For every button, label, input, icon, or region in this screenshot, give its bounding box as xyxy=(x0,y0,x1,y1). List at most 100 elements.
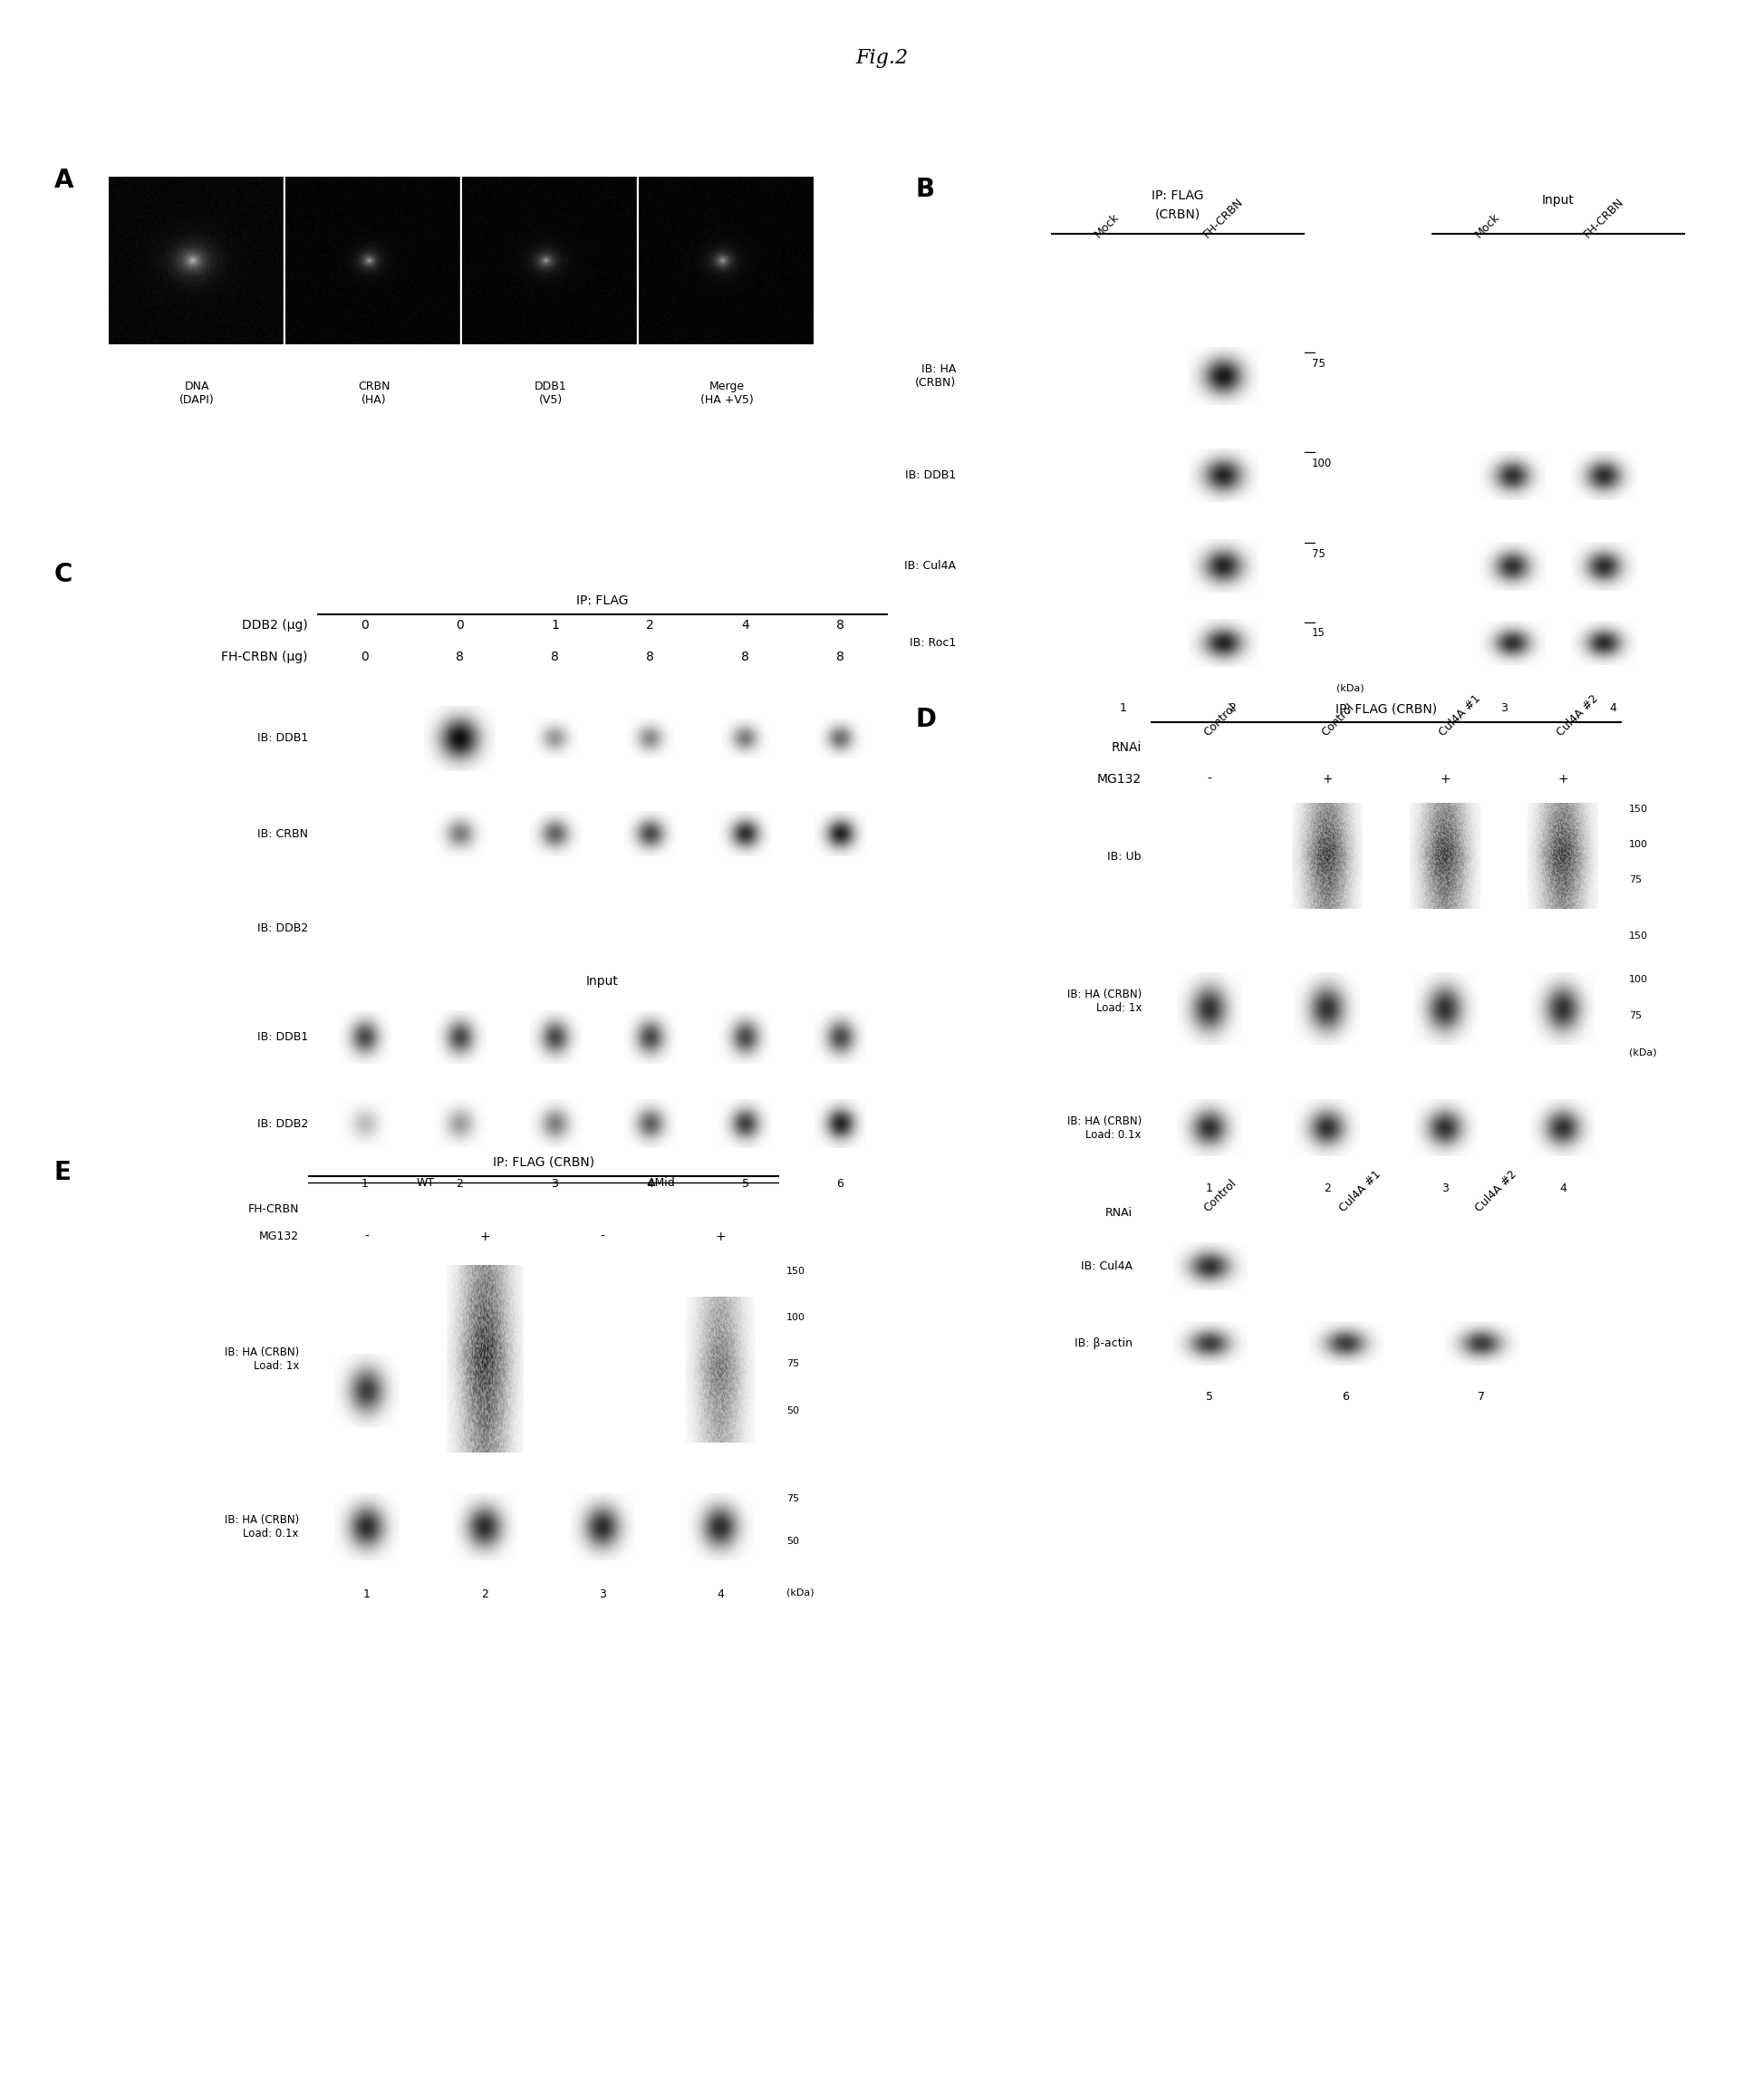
Text: (kDa): (kDa) xyxy=(1337,684,1364,692)
Text: 8: 8 xyxy=(646,651,654,663)
Text: Cul4A #2: Cul4A #2 xyxy=(1554,692,1600,738)
Text: 3: 3 xyxy=(552,1178,559,1191)
Text: IB: HA (CRBN)
Load: 0.1x: IB: HA (CRBN) Load: 0.1x xyxy=(224,1514,298,1541)
Text: IB: HA (CRBN)
Load: 1x: IB: HA (CRBN) Load: 1x xyxy=(224,1347,298,1372)
Text: D: D xyxy=(916,707,937,732)
Text: IB: β-actin: IB: β-actin xyxy=(1074,1336,1132,1349)
Text: 150: 150 xyxy=(787,1268,806,1276)
Text: Input: Input xyxy=(586,976,619,988)
Text: IB: CRBN: IB: CRBN xyxy=(258,828,309,840)
Text: MG132: MG132 xyxy=(1097,774,1141,786)
Text: IB: HA (CRBN)
Load: 0.1x: IB: HA (CRBN) Load: 0.1x xyxy=(1067,1115,1141,1140)
Text: IP: FLAG: IP: FLAG xyxy=(577,594,628,607)
Text: IB: Cul4A: IB: Cul4A xyxy=(1081,1261,1132,1272)
Text: 0: 0 xyxy=(360,651,369,663)
Text: RNAi: RNAi xyxy=(1106,1207,1132,1220)
Text: 1: 1 xyxy=(550,619,559,632)
Text: IP: FLAG: IP: FLAG xyxy=(1152,190,1203,202)
Text: 8: 8 xyxy=(836,651,845,663)
Text: +: + xyxy=(714,1230,725,1243)
Text: IB: HA (CRBN)
Load: 1x: IB: HA (CRBN) Load: 1x xyxy=(1067,988,1141,1013)
Text: IB: DDB1: IB: DDB1 xyxy=(258,1032,309,1042)
Text: 100: 100 xyxy=(1628,840,1648,849)
Text: Fig.2: Fig.2 xyxy=(856,48,908,69)
Text: 150: 150 xyxy=(1628,932,1648,940)
Text: 1: 1 xyxy=(362,1178,369,1191)
Text: 75: 75 xyxy=(1628,1011,1642,1020)
Text: IB: HA
(CRBN): IB: HA (CRBN) xyxy=(916,363,956,388)
Text: 15: 15 xyxy=(1312,628,1325,638)
Text: 100: 100 xyxy=(787,1314,806,1322)
Text: Cul4A #1: Cul4A #1 xyxy=(1337,1168,1383,1213)
Text: 75: 75 xyxy=(1312,359,1325,369)
Text: 2: 2 xyxy=(457,1178,464,1191)
Text: -: - xyxy=(1207,774,1212,786)
Text: IB: DDB2: IB: DDB2 xyxy=(258,924,309,934)
Text: DDB1
(V5): DDB1 (V5) xyxy=(534,382,566,407)
Text: 0: 0 xyxy=(455,619,464,632)
Text: Control: Control xyxy=(1201,1176,1238,1213)
Text: IB: Ub: IB: Ub xyxy=(1108,851,1141,863)
Text: 75: 75 xyxy=(787,1495,799,1503)
Text: IB: Roc1: IB: Roc1 xyxy=(910,638,956,648)
Text: +: + xyxy=(1558,774,1568,786)
Text: 50: 50 xyxy=(787,1407,799,1416)
Text: 2: 2 xyxy=(1323,1182,1330,1195)
Text: 0: 0 xyxy=(360,619,369,632)
Text: +: + xyxy=(480,1230,490,1243)
Text: 4: 4 xyxy=(1559,1182,1566,1195)
Text: IB: DDB2: IB: DDB2 xyxy=(258,1118,309,1130)
Text: Control: Control xyxy=(1201,701,1238,738)
Text: IP: FLAG (CRBN): IP: FLAG (CRBN) xyxy=(1335,703,1438,715)
Text: +: + xyxy=(1321,774,1332,786)
Text: 75: 75 xyxy=(1312,548,1325,561)
Text: DDB2 (μg): DDB2 (μg) xyxy=(242,619,309,632)
Text: 4: 4 xyxy=(1609,703,1616,713)
Text: ΔMid: ΔMid xyxy=(647,1178,676,1188)
Text: Input: Input xyxy=(1542,194,1575,206)
Text: Mock: Mock xyxy=(1092,211,1122,240)
Text: 8: 8 xyxy=(550,651,559,663)
Text: 7: 7 xyxy=(1478,1391,1485,1403)
Text: 8: 8 xyxy=(455,651,464,663)
Text: 8: 8 xyxy=(741,651,750,663)
Text: 2: 2 xyxy=(646,619,654,632)
Text: 6: 6 xyxy=(1342,1391,1349,1403)
Text: 3: 3 xyxy=(1441,1182,1448,1195)
Text: B: B xyxy=(916,177,935,202)
Text: IB: Cul4A: IB: Cul4A xyxy=(905,561,956,571)
Text: 1: 1 xyxy=(1120,703,1127,713)
Text: +: + xyxy=(1439,774,1450,786)
Text: FH-CRBN (μg): FH-CRBN (μg) xyxy=(222,651,309,663)
Text: -: - xyxy=(600,1230,605,1243)
Text: 4: 4 xyxy=(646,1178,654,1191)
Text: -: - xyxy=(365,1230,369,1243)
Text: Cul4A #2: Cul4A #2 xyxy=(1473,1168,1519,1213)
Text: (CRBN): (CRBN) xyxy=(1155,209,1201,221)
Text: 4: 4 xyxy=(741,619,750,632)
Text: 5: 5 xyxy=(1207,1391,1214,1403)
Text: MG132: MG132 xyxy=(259,1230,298,1243)
Text: RNAi: RNAi xyxy=(1111,740,1141,755)
Text: WT: WT xyxy=(416,1178,436,1188)
Text: Mock: Mock xyxy=(1473,211,1503,240)
Text: IP: FLAG (CRBN): IP: FLAG (CRBN) xyxy=(492,1157,594,1170)
Text: A: A xyxy=(55,167,74,194)
Text: 100: 100 xyxy=(1628,976,1648,984)
Text: DNA
(DAPI): DNA (DAPI) xyxy=(180,382,215,407)
Text: C: C xyxy=(55,561,72,588)
Text: FH-CRBN: FH-CRBN xyxy=(1201,196,1245,240)
Text: (kDa): (kDa) xyxy=(1628,1047,1656,1057)
Text: 1: 1 xyxy=(1207,1182,1214,1195)
Text: 75: 75 xyxy=(1628,876,1642,884)
Text: 100: 100 xyxy=(1312,457,1332,469)
Text: 8: 8 xyxy=(836,619,845,632)
Text: 3: 3 xyxy=(600,1589,607,1599)
Text: Control: Control xyxy=(1319,701,1357,738)
Text: 150: 150 xyxy=(1628,805,1648,813)
Text: IB: DDB1: IB: DDB1 xyxy=(905,469,956,482)
Text: E: E xyxy=(55,1159,72,1184)
Text: Merge
(HA +V5): Merge (HA +V5) xyxy=(700,382,753,407)
Text: FH-CRBN: FH-CRBN xyxy=(1582,196,1626,240)
Text: 75: 75 xyxy=(787,1359,799,1368)
